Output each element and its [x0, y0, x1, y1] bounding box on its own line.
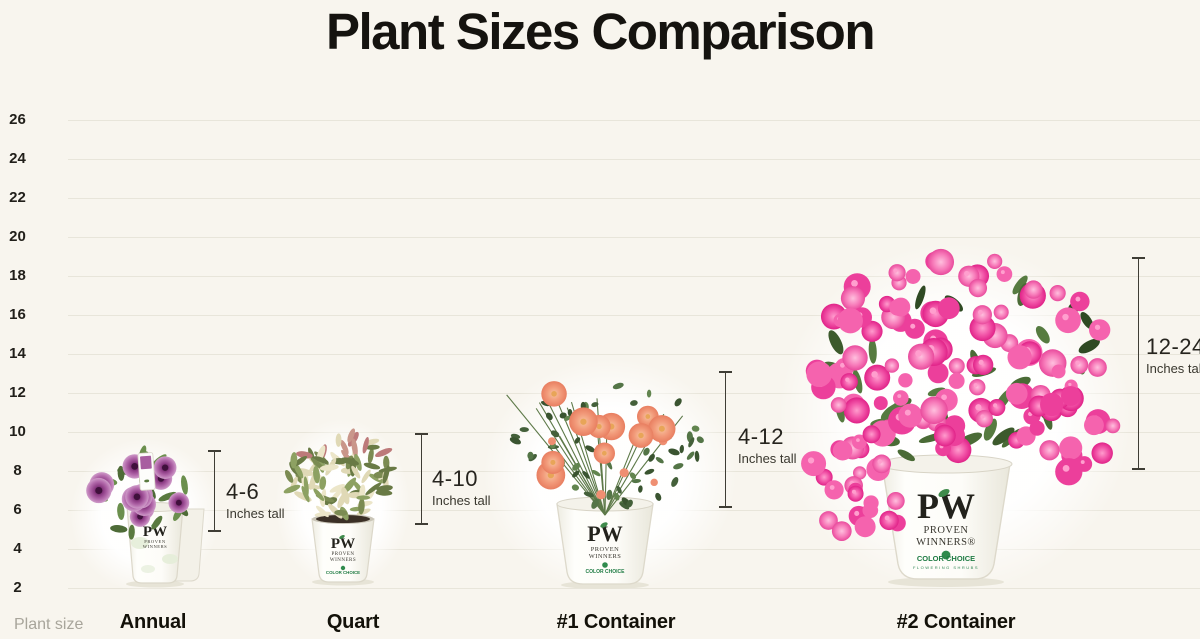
y-tick-label: 12 — [9, 384, 26, 401]
container-1-pot-badge: COLOR CHOICE — [586, 569, 626, 575]
y-tick-label: 2 — [13, 579, 22, 596]
y-tick-label: 20 — [9, 228, 26, 245]
gridline — [68, 120, 1200, 121]
height-ruler-container-2 — [1132, 257, 1145, 470]
height-range: 4-12 — [738, 424, 785, 449]
x-axis-label: Plant size — [14, 616, 84, 633]
annual-pot-line1: PROVEN — [144, 539, 166, 544]
container-1-roses — [536, 381, 676, 500]
height-range: 4-10 — [432, 466, 479, 491]
y-tick-label: 24 — [9, 150, 26, 167]
container-2-pot-line1: PROVEN — [923, 525, 968, 536]
container-2-flowers — [801, 248, 1121, 541]
category-label-container-2: #2 Container — [896, 611, 1016, 633]
height-label-annual: 4-6 Inches tall — [226, 479, 285, 521]
quart-plant-image: PW PROVEN WINNERS COLOR CHOICE — [283, 428, 397, 586]
category-label-quart: Quart — [326, 611, 380, 633]
container-2-pot: PW PROVEN WINNERS® COLOR CHOICE FLOWERIN… — [879, 454, 1013, 587]
annual-flowers — [86, 454, 190, 527]
y-tick-label: 14 — [9, 345, 26, 362]
annual-pot-brand: PW — [143, 524, 167, 540]
y-tick-label: 8 — [13, 462, 22, 479]
container-2-pot-badge: COLOR CHOICE — [917, 554, 975, 563]
container-1-plant-image: PW PROVEN WINNERS COLOR CHOICE — [506, 381, 704, 589]
height-ruler-annual — [208, 450, 221, 532]
quart-foliage — [283, 428, 397, 521]
chart-title: Plant Sizes Comparison — [326, 3, 875, 60]
y-tick-label: 18 — [9, 267, 26, 284]
y-tick-label: 16 — [9, 306, 26, 323]
height-label-container-2: 12-24 Inches tall — [1146, 334, 1200, 376]
annual-pot-line2: WINNERS — [143, 544, 167, 549]
quart-pot-brand: PW — [331, 536, 355, 552]
container-2-pot-badge-sub: FLOWERING SHRUBS — [913, 565, 979, 570]
annual-plant-tag — [137, 452, 156, 491]
container-1-pot: PW PROVEN WINNERS COLOR CHOICE — [556, 496, 654, 589]
height-range: 12-24 — [1146, 334, 1200, 359]
height-label-quart: 4-10 Inches tall — [432, 466, 491, 508]
quart-pot: PW PROVEN WINNERS COLOR CHOICE — [311, 514, 375, 586]
height-ruler-container-1 — [719, 371, 732, 508]
container-2-pot-line2: WINNERS® — [916, 537, 976, 548]
y-tick-label: 10 — [9, 423, 26, 440]
quart-pot-line1: PROVEN — [331, 552, 354, 557]
gridline — [68, 237, 1200, 238]
y-tick-label: 6 — [13, 501, 22, 518]
gridline — [68, 354, 1200, 355]
container-1-pot-line2: WINNERS — [589, 553, 622, 560]
gridline — [68, 315, 1200, 316]
category-label-container-1: #1 Container — [556, 611, 676, 633]
height-unit: Inches tall — [1146, 361, 1200, 376]
height-unit: Inches tall — [738, 451, 797, 466]
y-tick-label: 26 — [9, 111, 26, 128]
gridline — [68, 159, 1200, 160]
height-unit: Inches tall — [226, 506, 285, 521]
container-2-plant-image: PW PROVEN WINNERS® COLOR CHOICE FLOWERIN… — [801, 248, 1121, 587]
height-range: 4-6 — [226, 479, 260, 504]
gridline — [68, 198, 1200, 199]
annual-plant-image: PW PROVEN WINNERS — [86, 445, 205, 588]
category-label-annual: Annual — [119, 611, 187, 633]
height-label-container-1: 4-12 Inches tall — [738, 424, 797, 466]
height-ruler-quart — [415, 433, 428, 525]
quart-pot-line2: WINNERS — [330, 558, 356, 563]
gridline — [68, 276, 1200, 277]
quart-pot-badge: COLOR CHOICE — [326, 570, 360, 575]
y-tick-label: 4 — [13, 540, 22, 557]
container-1-pot-line1: PROVEN — [591, 546, 620, 553]
y-tick-label: 22 — [9, 189, 26, 206]
height-unit: Inches tall — [432, 493, 491, 508]
